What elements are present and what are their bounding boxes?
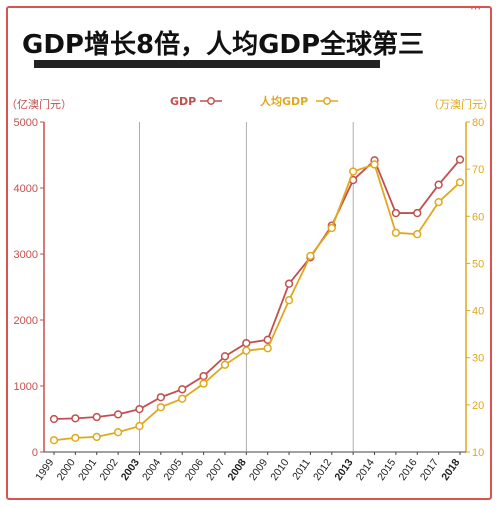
x-tick-label: 2014: [354, 457, 377, 483]
per-capita-point: [413, 230, 422, 239]
x-tick-label: 2003: [119, 457, 142, 483]
per-capita-point: [199, 379, 208, 388]
per-capita-point: [71, 433, 80, 443]
gdp-point: [413, 208, 422, 218]
x-tick-label: 1999: [33, 457, 56, 483]
per-capita-point: [92, 432, 101, 442]
gdp-point: [178, 385, 187, 394]
right-tick-label: 80: [472, 117, 484, 129]
x-tick-label: 2017: [418, 457, 441, 483]
right-tick-label: 20: [472, 400, 484, 412]
x-tick-label: 2013: [332, 457, 355, 483]
per-capita-point: [242, 346, 251, 355]
gdp-point: [391, 208, 401, 218]
legend-label-0: GDP: [170, 95, 196, 108]
per-capita-point: [113, 428, 123, 437]
left-tick-label: 5000: [14, 117, 38, 129]
per-capita-point: [306, 251, 315, 261]
x-tick-label: 2012: [311, 457, 334, 483]
gdp-point: [71, 414, 80, 423]
x-tick-label: 2001: [76, 457, 99, 483]
gdp-point: [220, 352, 230, 361]
per-capita-point: [434, 197, 443, 207]
series-line-per-capita: [53, 163, 461, 442]
gdp-point: [49, 414, 59, 424]
per-capita-point: [370, 160, 379, 169]
left-tick-label: 0: [32, 447, 38, 459]
left-tick-label: 3000: [14, 249, 38, 261]
x-tick-label: 2010: [268, 457, 291, 483]
chart-title: GDP增长8倍，人均GDP全球第三: [22, 30, 425, 60]
gdp-point: [455, 155, 465, 164]
x-tick-label: 2007: [204, 457, 227, 483]
gdp-point: [113, 410, 123, 419]
x-tick-label: 2002: [97, 457, 120, 483]
x-tick-label: 2004: [140, 457, 163, 483]
x-tick-label: 2018: [439, 457, 462, 483]
right-tick-label: 50: [472, 258, 484, 270]
left-tick-label: 4000: [14, 183, 38, 195]
gdp-point: [135, 404, 144, 414]
chart-frame: [6, 6, 492, 500]
per-capita-point: [349, 167, 358, 176]
x-tick-label: 2011: [290, 457, 313, 483]
left-axis-label: （亿澳门元）: [6, 97, 72, 111]
right-tick-label: 30: [472, 353, 484, 365]
per-capita-point: [327, 223, 336, 233]
legend-marker-1: [323, 97, 331, 105]
x-tick-label: 2015: [375, 457, 398, 483]
more-menu-icon[interactable]: ⋯: [470, 3, 482, 15]
per-capita-point: [156, 403, 165, 412]
per-capita-point: [391, 228, 401, 237]
gdp-point: [199, 371, 208, 381]
gdp-point: [92, 412, 101, 422]
per-capita-point: [178, 394, 187, 403]
right-tick-label: 10: [472, 447, 484, 459]
per-capita-point: [284, 296, 294, 305]
x-tick-label: 2008: [226, 457, 249, 483]
title-underline: [34, 60, 380, 68]
gdp-point: [156, 393, 165, 402]
per-capita-point: [49, 436, 59, 445]
per-capita-point: [455, 178, 465, 187]
gdp-point: [434, 180, 443, 189]
x-tick-label: 2009: [247, 457, 270, 483]
legend-marker-0: [207, 97, 215, 105]
x-tick-label: 2016: [396, 457, 419, 483]
legend-label-1: 人均GDP: [260, 94, 308, 108]
right-axis-label: （万澳门元）: [428, 97, 494, 111]
x-tick-label: 2005: [161, 457, 184, 483]
right-tick-label: 60: [472, 211, 484, 223]
left-tick-label: 2000: [14, 315, 38, 327]
gdp-point: [284, 279, 294, 288]
x-tick-label: 2006: [183, 457, 206, 483]
right-tick-label: 70: [472, 164, 484, 176]
gdp-point: [242, 338, 251, 348]
right-tick-label: 40: [472, 306, 484, 318]
per-capita-point: [135, 421, 144, 431]
series-line-gdp: [53, 158, 461, 420]
per-capita-point: [220, 360, 230, 369]
per-capita-point: [263, 344, 272, 353]
x-tick-label: 2000: [55, 457, 78, 483]
left-tick-label: 1000: [14, 381, 38, 393]
